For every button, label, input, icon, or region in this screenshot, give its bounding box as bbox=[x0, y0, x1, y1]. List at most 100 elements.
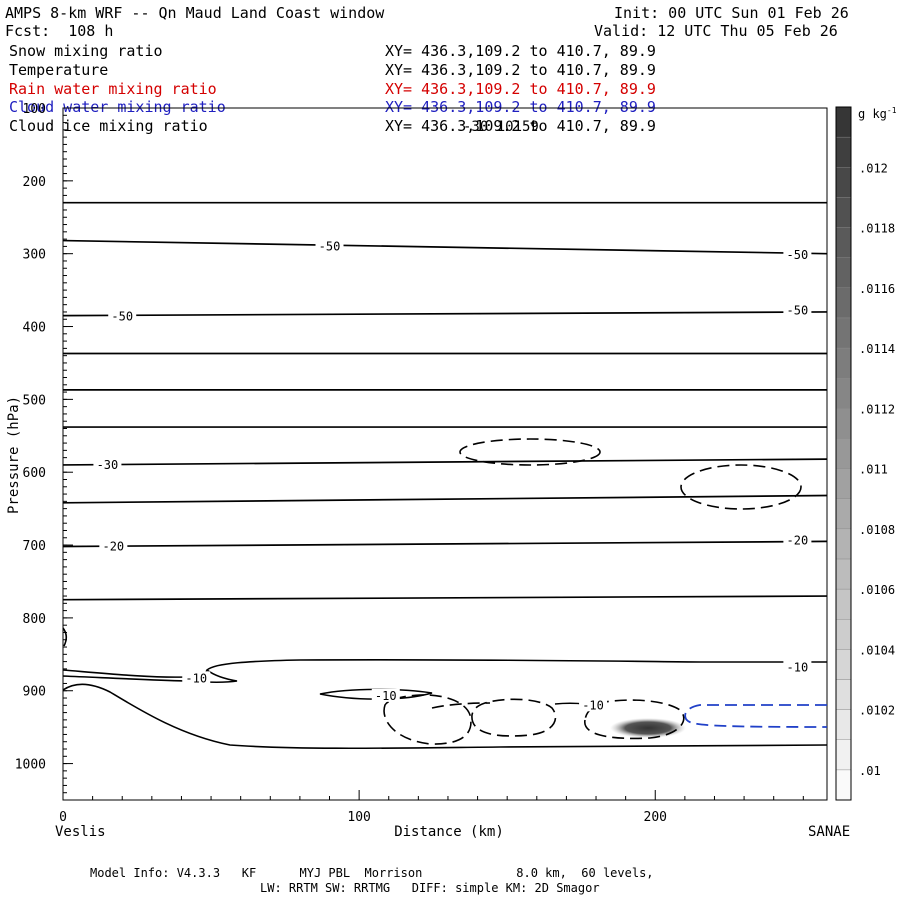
colorbar-segment bbox=[835, 528, 852, 560]
colorbar-segment bbox=[835, 498, 852, 530]
colorbar-segment bbox=[835, 739, 852, 771]
colorbar-segment bbox=[835, 227, 852, 258]
contour-label-bg bbox=[93, 457, 122, 471]
field-xy-snow: XY= 436.3,109.2 to 410.7, 89.9 bbox=[385, 42, 656, 60]
init-time: Init: 00 UTC Sun 01 Feb 26 bbox=[614, 4, 849, 22]
x-tick-label: 0 bbox=[59, 810, 67, 825]
colorbar-segment bbox=[835, 377, 852, 409]
isotherm-line bbox=[62, 311, 828, 317]
colorbar-tick-label: .012 bbox=[859, 161, 888, 175]
plot-frame bbox=[62, 107, 828, 801]
field-label-temperature: Temperature bbox=[9, 61, 109, 79]
colorbar-segment bbox=[835, 679, 852, 710]
contour-label: -10 bbox=[375, 689, 397, 703]
y-tick-label: 600 bbox=[23, 466, 46, 481]
field-xy-rain: XY= 436.3,109.2 to 410.7, 89.9 bbox=[385, 80, 656, 98]
contour-label: -50 bbox=[787, 304, 809, 318]
contour-label: -30 bbox=[97, 458, 119, 472]
field-label-snow: Snow mixing ratio bbox=[9, 42, 163, 60]
contour-label: -10 bbox=[582, 698, 604, 712]
field-xy-cloud-water: XY= 436.3,109.2 to 410.7, 89.9 bbox=[385, 98, 656, 116]
field-xy-cloud-ice: XY= 436.3,109.2 to 410.7, 89.9 bbox=[385, 117, 656, 135]
colorbar-frame bbox=[835, 106, 852, 801]
contour-label-bg bbox=[783, 660, 812, 674]
y-tick-label: 1000 bbox=[15, 758, 46, 773]
colorbar-tick-label: .0108 bbox=[859, 523, 895, 537]
colorbar-segment bbox=[835, 769, 852, 801]
isotherm-surface bbox=[62, 683, 828, 750]
contour-label: -20 bbox=[787, 534, 809, 548]
right-endpoint-label: SANAE bbox=[808, 824, 850, 840]
colorbar-tick-label: .0104 bbox=[859, 643, 895, 657]
field-xy-temperature: XY= 436.3,109.2 to 410.7, 89.9 bbox=[385, 61, 656, 79]
y-tick-label: 500 bbox=[23, 393, 46, 408]
field-label-cloud-water: Cloud water mixing ratio bbox=[9, 98, 226, 116]
colorbar-segment bbox=[835, 347, 852, 379]
lower-isotherm-contours bbox=[62, 627, 828, 750]
colorbar-segment bbox=[835, 619, 852, 650]
colorbar-segment bbox=[835, 408, 852, 439]
colorbar-tick-label: .0116 bbox=[859, 282, 895, 296]
y-tick-label: 400 bbox=[23, 321, 46, 336]
isotherm-line bbox=[62, 458, 828, 466]
isotherm-line bbox=[62, 494, 828, 504]
y-tick-label: 700 bbox=[23, 539, 46, 554]
isotherm-line bbox=[62, 595, 828, 601]
forecast-hour: Fcst: 108 h bbox=[5, 22, 114, 40]
y-tick-label: 200 bbox=[23, 175, 46, 190]
colorbar-segment bbox=[835, 468, 852, 499]
cloud-ice-upper bbox=[459, 438, 601, 466]
contour-label-bg bbox=[182, 671, 211, 685]
colorbar-segment bbox=[835, 558, 852, 590]
overprint-label: -30 10159 bbox=[463, 119, 539, 135]
x-axis-title: Distance (km) bbox=[394, 824, 504, 840]
contour-label: -10 bbox=[185, 671, 207, 685]
colorbar-tick-label: .0112 bbox=[859, 402, 895, 416]
model-info-line1: Model Info: V4.3.3 KF MYJ PBL Morrison 8… bbox=[90, 866, 654, 880]
cloud-ice-link bbox=[431, 702, 491, 709]
contour-label-bg bbox=[108, 309, 137, 323]
colorbar-tick-label: .0106 bbox=[859, 583, 895, 597]
model-info-line2: LW: RRTM SW: RRTMG DIFF: simple KM: 2D S… bbox=[260, 881, 600, 895]
snow-mixing-shading bbox=[610, 718, 686, 738]
chart-title: AMPS 8-km WRF -- Qn Maud Land Coast wind… bbox=[5, 4, 385, 22]
valid-time: Valid: 12 UTC Thu 05 Feb 26 bbox=[594, 22, 838, 40]
colorbar-segment bbox=[835, 167, 852, 198]
contour-label-bg bbox=[783, 303, 812, 317]
contour-label-bg bbox=[783, 533, 812, 547]
colorbar-segment bbox=[835, 136, 852, 168]
field-label-rain: Rain water mixing ratio bbox=[9, 80, 217, 98]
contour-label: -50 bbox=[787, 248, 809, 262]
isotherm-minus10-closed bbox=[319, 688, 433, 700]
y-tick-label: 100 bbox=[23, 102, 46, 117]
colorbar-tick-label: .0102 bbox=[859, 704, 895, 718]
colorbar-segment bbox=[835, 317, 852, 349]
isotherm-line bbox=[62, 540, 828, 548]
cloud-ice-lower-2 bbox=[471, 698, 557, 737]
colorbar-tick-label: .0114 bbox=[859, 342, 895, 356]
cloud-ice-lower-1 bbox=[383, 694, 472, 745]
contour-label-bg bbox=[579, 698, 608, 712]
contour-label-bg bbox=[99, 539, 128, 553]
colorbar-tick-label: .01 bbox=[859, 764, 881, 778]
colorbar-segment bbox=[835, 287, 852, 319]
contour-label-bg bbox=[783, 248, 812, 262]
cloud-water-contour bbox=[684, 704, 828, 728]
colorbar-segment bbox=[835, 257, 852, 288]
colorbar-unit: g kg-1 bbox=[858, 106, 897, 121]
contour-label: -20 bbox=[102, 540, 124, 554]
isotherm-minus10-upper bbox=[62, 658, 827, 678]
colorbar bbox=[835, 106, 852, 801]
cloud-ice-right bbox=[680, 464, 802, 510]
contour-label: -50 bbox=[319, 239, 341, 253]
contour-label-bg bbox=[315, 239, 344, 253]
colorbar-segment bbox=[835, 197, 852, 228]
contour-label: -50 bbox=[111, 309, 133, 323]
y-axis-title: Pressure (hPa) bbox=[6, 396, 22, 514]
x-tick-label: 200 bbox=[644, 810, 667, 825]
isotherm-line bbox=[62, 239, 828, 255]
colorbar-segment bbox=[835, 588, 852, 620]
x-tick-label: 100 bbox=[347, 810, 370, 825]
colorbar-segment bbox=[835, 438, 852, 469]
